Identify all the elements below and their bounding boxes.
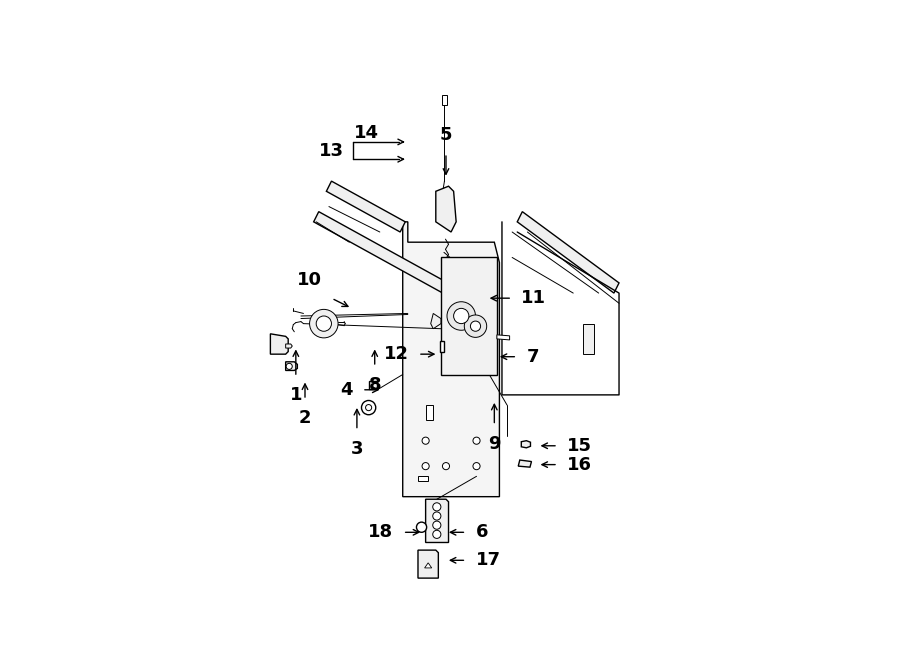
Polygon shape [431,313,441,329]
Polygon shape [313,212,466,303]
Circle shape [473,437,480,444]
Circle shape [471,321,481,331]
Polygon shape [369,381,377,389]
Circle shape [443,463,449,470]
Polygon shape [402,222,500,496]
Text: 16: 16 [567,455,592,474]
Circle shape [286,364,292,369]
Text: 6: 6 [475,524,488,541]
Polygon shape [497,335,509,340]
Circle shape [473,463,480,470]
Text: 13: 13 [320,141,344,159]
Circle shape [310,309,338,338]
Circle shape [417,522,427,532]
Polygon shape [426,405,433,420]
Text: 4: 4 [340,381,353,399]
Polygon shape [425,563,432,568]
Polygon shape [583,324,594,354]
Text: 3: 3 [351,440,364,457]
Text: 10: 10 [297,271,322,289]
Polygon shape [426,499,448,543]
Text: 9: 9 [488,434,500,453]
Polygon shape [418,550,438,578]
Polygon shape [327,181,405,232]
Circle shape [433,530,441,539]
Text: 15: 15 [567,437,592,455]
Text: 18: 18 [368,524,393,541]
Text: 17: 17 [475,551,500,569]
Polygon shape [518,460,532,467]
Text: 14: 14 [354,124,379,141]
Circle shape [316,316,331,331]
Circle shape [433,503,441,511]
Text: 8: 8 [368,376,381,394]
Circle shape [433,521,441,529]
Text: 5: 5 [440,126,452,144]
Polygon shape [436,186,456,232]
Polygon shape [521,441,530,447]
Polygon shape [285,362,297,370]
Polygon shape [418,477,428,481]
Circle shape [422,437,429,444]
Circle shape [362,401,375,414]
Text: 7: 7 [526,348,539,366]
Text: 2: 2 [299,409,311,427]
Circle shape [422,463,429,470]
Circle shape [464,315,487,337]
Circle shape [454,308,469,324]
Text: 12: 12 [383,345,409,363]
Circle shape [433,512,441,520]
Circle shape [365,405,372,410]
Polygon shape [440,342,445,352]
Text: 11: 11 [521,289,546,307]
Polygon shape [442,95,447,104]
Text: 1: 1 [290,386,302,405]
Circle shape [447,301,475,330]
Polygon shape [285,344,292,348]
Polygon shape [441,258,497,375]
Polygon shape [518,212,619,293]
Polygon shape [270,334,288,354]
